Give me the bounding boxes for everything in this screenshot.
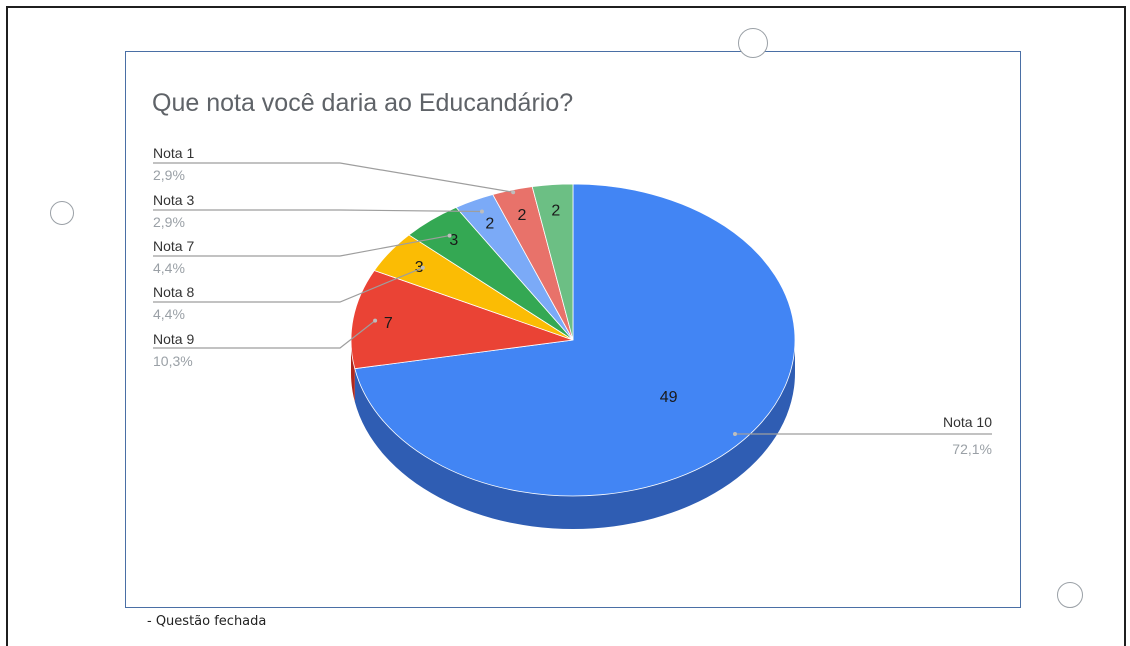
caption: - Questão fechada xyxy=(147,614,267,629)
pie-slice-6 xyxy=(531,183,574,341)
callout-label: Nota 8 xyxy=(153,284,194,300)
callout-dot xyxy=(733,432,737,436)
callout-percent: 4,4% xyxy=(153,260,185,276)
slice-value-label: 2 xyxy=(518,207,527,224)
slice-value-label: 49 xyxy=(660,389,678,406)
callout-line xyxy=(153,267,424,303)
pie-slice-1 xyxy=(350,269,574,370)
resize-handle-top[interactable] xyxy=(738,28,768,58)
slice-value-label: 2 xyxy=(485,216,494,233)
resize-handle-left[interactable] xyxy=(50,201,74,225)
callout-percent: 2,9% xyxy=(153,214,185,230)
pie-top xyxy=(350,183,796,497)
page-border xyxy=(6,6,1126,646)
slice-value-label: 3 xyxy=(415,259,424,276)
slice-value-label: 3 xyxy=(449,232,458,249)
callout-percent: 72,1% xyxy=(952,441,992,457)
resize-handle-bottom-right[interactable] xyxy=(1057,582,1083,608)
callout-line xyxy=(153,320,376,349)
callout-dot xyxy=(447,233,452,238)
slice-value-label: 2 xyxy=(551,203,560,220)
callout-line xyxy=(153,234,450,257)
callout-dot xyxy=(373,318,378,323)
slice-value-label: 7 xyxy=(384,315,393,332)
callout-label: Nota 9 xyxy=(153,331,194,347)
callout-label: Nota 1 xyxy=(153,145,194,161)
callout-percent: 2,9% xyxy=(153,167,185,183)
callout-label: Nota 3 xyxy=(153,192,194,208)
callout-label: Nota 10 xyxy=(943,414,992,430)
pie-side-0 xyxy=(354,340,795,530)
callout-label: Nota 7 xyxy=(153,238,194,254)
callout-dot xyxy=(420,265,425,270)
chart-title: Que nota você daria ao Educandário? xyxy=(152,89,573,117)
callout-percent: 4,4% xyxy=(153,306,185,322)
callout-dot xyxy=(511,190,516,195)
pie-slice-0 xyxy=(354,183,796,497)
callout-line xyxy=(153,209,482,213)
callout-percent: 10,3% xyxy=(153,353,193,369)
callout-line xyxy=(153,162,514,193)
callout-dot xyxy=(479,209,484,214)
